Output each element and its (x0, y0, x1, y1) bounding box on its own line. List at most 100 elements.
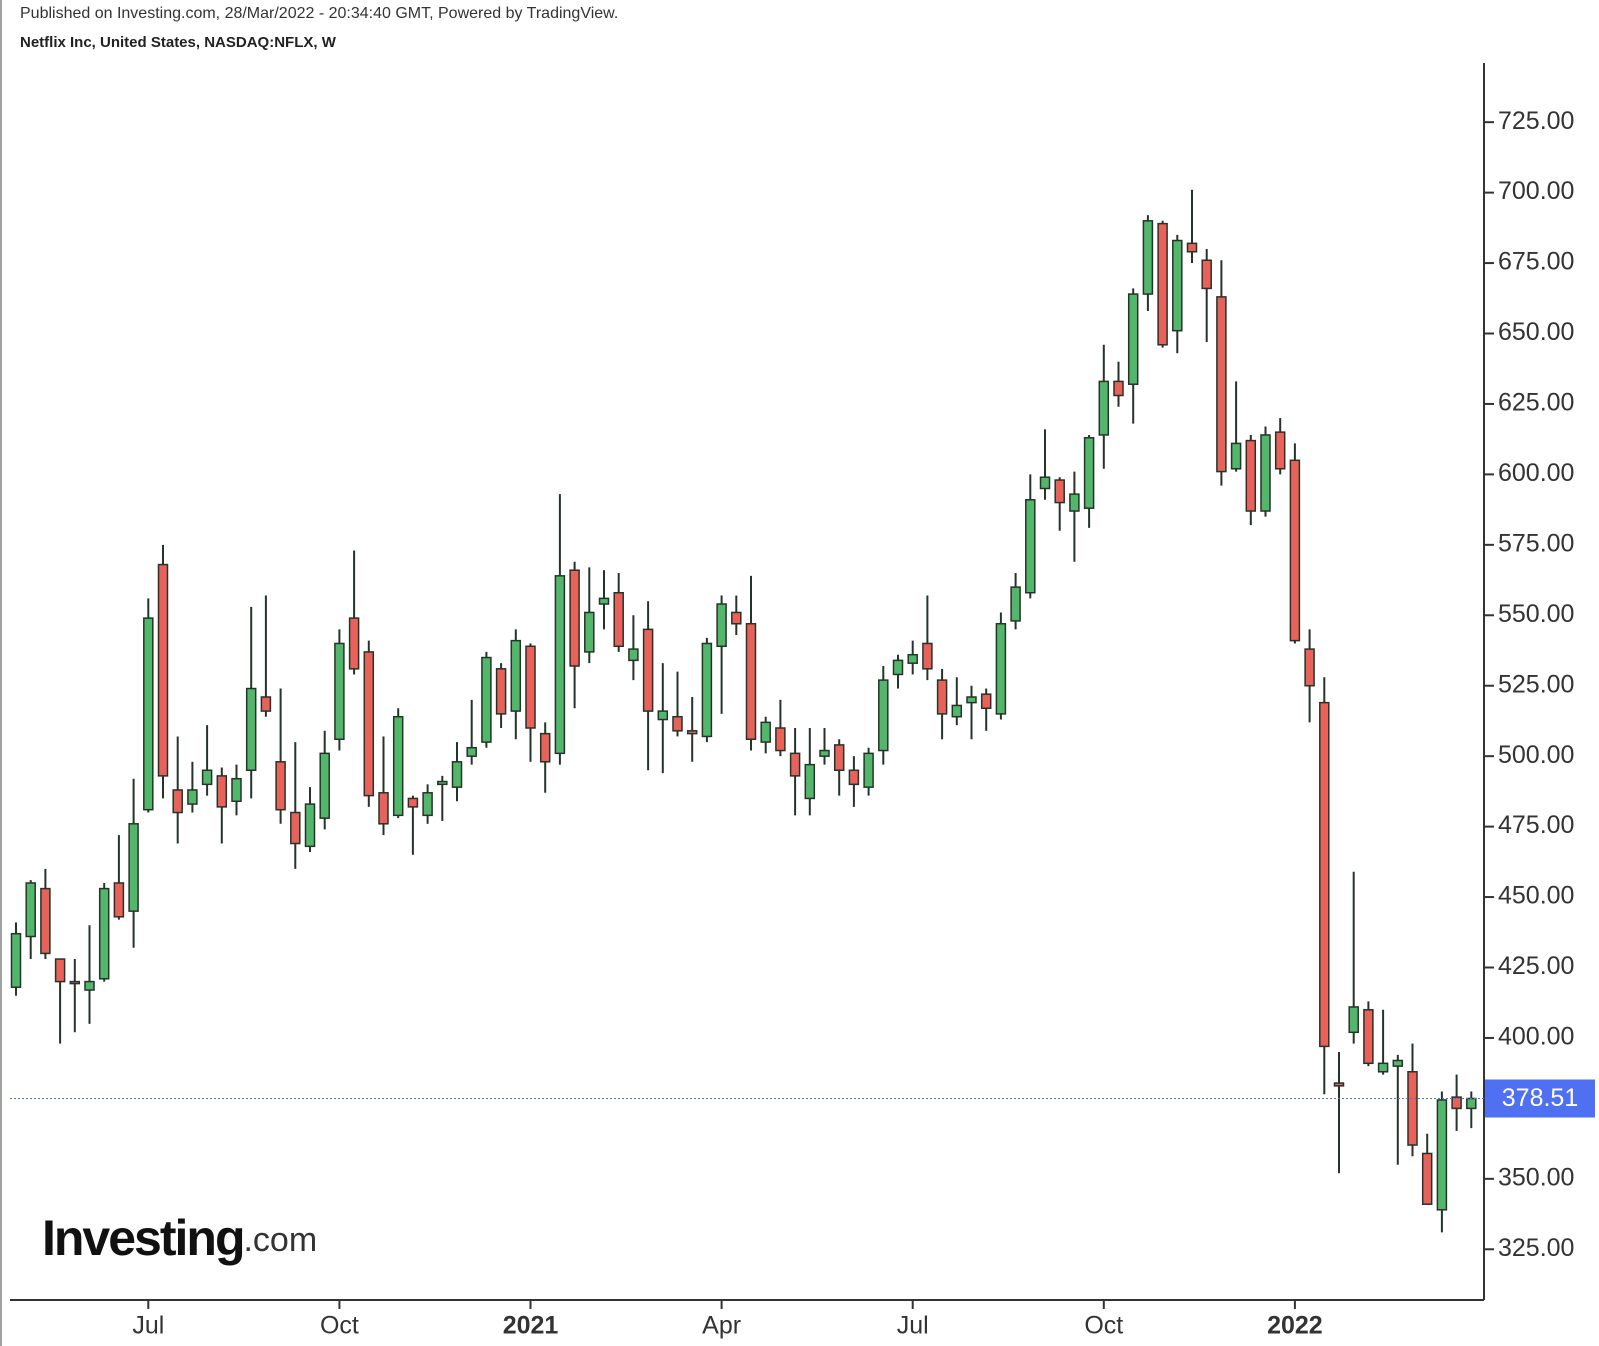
candle-body (1348, 1006, 1359, 1034)
symbol-line: Netflix Inc, United States, NASDAQ:NFLX,… (20, 34, 337, 51)
candle-body (40, 887, 51, 955)
candle-body (584, 611, 595, 653)
y-tick-label: 475.00 (1498, 811, 1574, 839)
candle-body (598, 597, 610, 605)
x-tick-label: Oct (320, 1312, 359, 1340)
published-line: Published on Investing.com, 28/Mar/2022 … (20, 5, 618, 22)
y-tick-label: 400.00 (1498, 1023, 1574, 1051)
candle-body (1069, 493, 1080, 512)
candle-body (113, 882, 125, 918)
candle-body (569, 569, 580, 667)
candle-body (1113, 380, 1124, 397)
logo-main: Investing (42, 1210, 243, 1266)
candle-body (422, 792, 433, 817)
candle-body (1039, 476, 1051, 490)
candle-body (1142, 220, 1154, 295)
candle-body (495, 668, 507, 715)
candle-body (1127, 293, 1139, 385)
candle-body (936, 679, 948, 715)
logo-suffix: .com (243, 1221, 317, 1259)
candle-body (716, 603, 727, 648)
last-price-tag (1485, 1079, 1595, 1118)
y-tick-label: 600.00 (1498, 459, 1574, 487)
x-tick-label: Jul (897, 1312, 929, 1340)
candle-body (922, 642, 933, 670)
candle-body (1466, 1097, 1477, 1110)
candle-body (951, 704, 963, 718)
candle-body (980, 693, 992, 710)
candle-body (1421, 1152, 1433, 1205)
x-tick-label: Jul (132, 1312, 164, 1340)
candle-body (672, 715, 683, 732)
x-tick-label: Apr (702, 1312, 741, 1340)
candle-body (1054, 479, 1065, 504)
candle-body (1260, 434, 1271, 512)
candle-body (466, 746, 477, 757)
candle-body (98, 887, 110, 980)
candle-body (1319, 701, 1330, 1048)
candle-body (128, 823, 139, 912)
candle-body (1407, 1071, 1418, 1146)
candle-body (348, 617, 360, 670)
candle-body (334, 642, 345, 741)
y-tick-label: 325.00 (1498, 1234, 1574, 1262)
candle-body (701, 642, 713, 738)
candle-body (378, 792, 389, 825)
candle-body (539, 732, 551, 763)
y-tick-label: 425.00 (1498, 952, 1574, 980)
candle-body (892, 659, 904, 676)
candle-body (1245, 439, 1257, 512)
candle-body (878, 679, 889, 752)
candle-body (1333, 1082, 1345, 1087)
candle-body (686, 730, 698, 735)
logo: Investing.com (42, 1210, 317, 1266)
candle-body (481, 656, 492, 743)
candle-body (554, 575, 566, 755)
x-tick-label: 2022 (1267, 1312, 1323, 1340)
candle-body (907, 653, 918, 664)
y-tick-label: 575.00 (1498, 529, 1574, 557)
candle-body (1230, 442, 1242, 470)
candle-body (363, 651, 375, 797)
candle-body (1025, 499, 1036, 594)
candle-body (1186, 242, 1198, 253)
candle-body (804, 763, 816, 800)
candle-body (819, 749, 830, 757)
candle-body (510, 639, 522, 712)
candle-body (260, 696, 272, 712)
candle-body (833, 744, 845, 772)
candle-body (848, 769, 860, 786)
candle-body (1010, 586, 1021, 622)
candle-body (10, 932, 22, 988)
candle-body (245, 687, 257, 772)
candle-body (1216, 296, 1227, 473)
candle-body (172, 789, 183, 814)
candle-body (143, 617, 154, 811)
candle-body (157, 563, 169, 777)
candle-body (628, 648, 639, 662)
candle-body (25, 882, 36, 938)
candle-body (1201, 259, 1212, 290)
candle-body (451, 761, 463, 788)
candle-body (642, 628, 654, 712)
candle-body (290, 811, 301, 845)
candle-body (1098, 380, 1110, 436)
x-tick-label: Oct (1084, 1312, 1123, 1340)
candle-body (1157, 222, 1168, 346)
candle-body (407, 797, 419, 808)
candle-body (1289, 459, 1301, 642)
y-tick-label: 725.00 (1498, 107, 1574, 135)
candle-body (613, 591, 624, 648)
candle-body (187, 789, 198, 805)
candle-body (1172, 239, 1183, 332)
candle-body (1377, 1062, 1389, 1073)
candle-body (69, 980, 81, 985)
candle-body (789, 752, 801, 777)
candle-body (1274, 431, 1286, 470)
candle-body (275, 761, 286, 811)
y-tick-label: 650.00 (1498, 318, 1574, 346)
y-tick-label: 625.00 (1498, 389, 1574, 417)
candle-body (54, 958, 66, 983)
candle-body (731, 611, 742, 625)
